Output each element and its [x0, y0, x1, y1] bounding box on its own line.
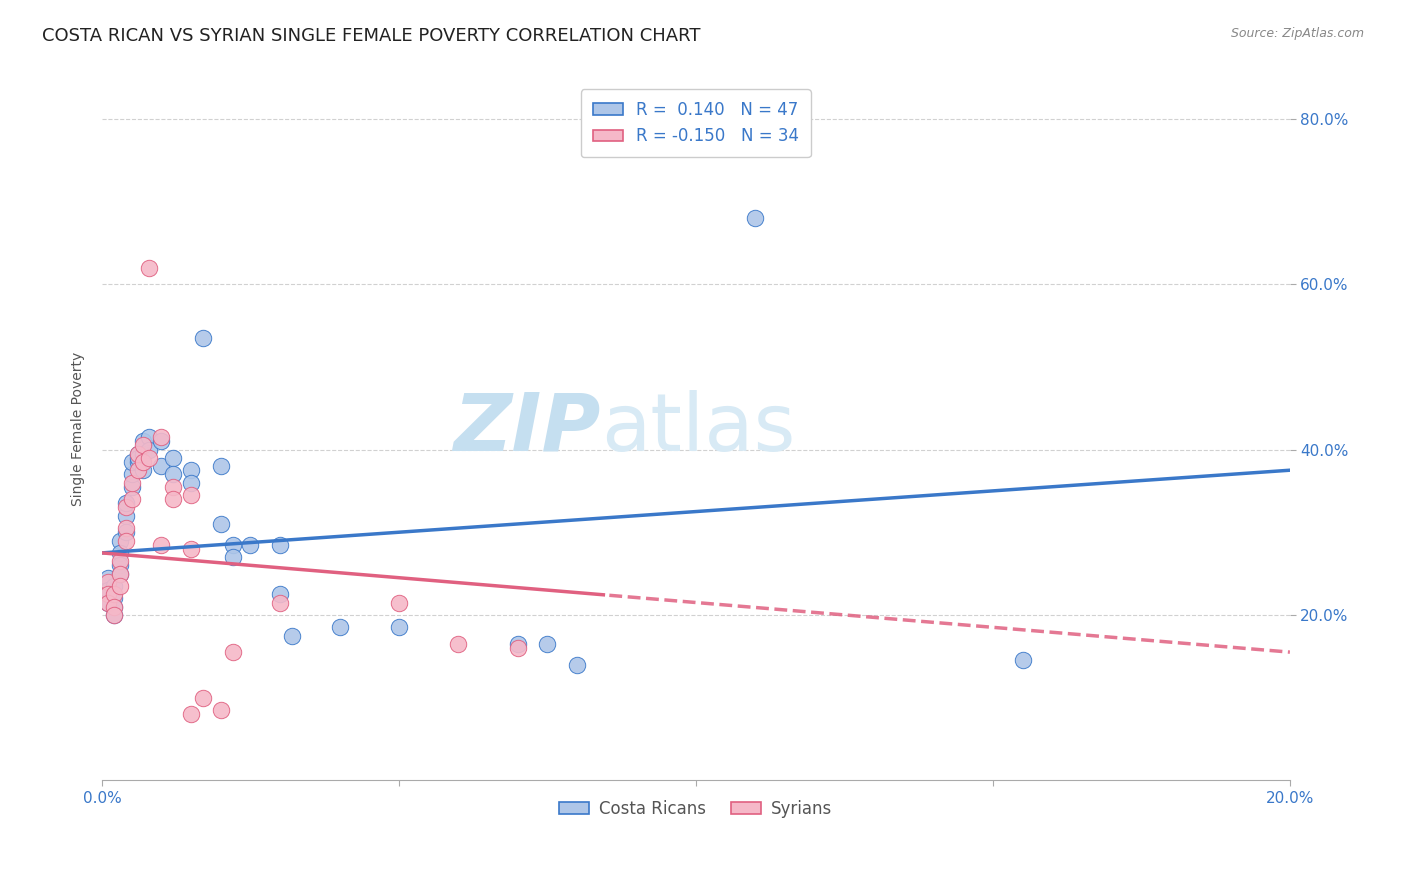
Point	[103, 587, 125, 601]
Point	[1011, 653, 1033, 667]
Point	[108, 554, 131, 568]
Point	[138, 260, 160, 275]
Point	[281, 629, 304, 643]
Point	[138, 450, 160, 465]
Point	[127, 447, 149, 461]
Point	[180, 707, 202, 722]
Point	[108, 546, 131, 560]
Point	[108, 533, 131, 548]
Text: COSTA RICAN VS SYRIAN SINGLE FEMALE POVERTY CORRELATION CHART: COSTA RICAN VS SYRIAN SINGLE FEMALE POVE…	[42, 27, 700, 45]
Point	[221, 538, 243, 552]
Point	[565, 657, 588, 672]
Point	[127, 463, 149, 477]
Point	[132, 455, 155, 469]
Point	[132, 434, 155, 449]
Point	[162, 450, 184, 465]
Point	[97, 587, 120, 601]
Point	[121, 455, 143, 469]
Point	[121, 480, 143, 494]
Point	[191, 331, 214, 345]
Point	[328, 620, 350, 634]
Point	[103, 607, 125, 622]
Point	[209, 459, 232, 474]
Text: atlas: atlas	[600, 390, 796, 468]
Point	[121, 492, 143, 507]
Point	[138, 430, 160, 444]
Point	[114, 521, 136, 535]
Point	[114, 500, 136, 515]
Point	[103, 591, 125, 606]
Point	[108, 566, 131, 581]
Point	[162, 492, 184, 507]
Point	[121, 467, 143, 482]
Point	[97, 574, 120, 589]
Point	[209, 516, 232, 531]
Point	[121, 475, 143, 490]
Point	[103, 599, 125, 614]
Point	[103, 579, 125, 593]
Point	[108, 566, 131, 581]
Point	[108, 558, 131, 573]
Point	[269, 595, 291, 609]
Text: Source: ZipAtlas.com: Source: ZipAtlas.com	[1230, 27, 1364, 40]
Point	[506, 637, 529, 651]
Point	[114, 508, 136, 523]
Point	[150, 459, 173, 474]
Point	[114, 496, 136, 510]
Point	[209, 703, 232, 717]
Point	[388, 620, 411, 634]
Point	[103, 599, 125, 614]
Point	[506, 640, 529, 655]
Point	[97, 595, 120, 609]
Point	[127, 450, 149, 465]
Text: ZIP: ZIP	[454, 390, 600, 468]
Point	[191, 690, 214, 705]
Point	[150, 430, 173, 444]
Point	[221, 549, 243, 564]
Point	[114, 525, 136, 540]
Point	[108, 579, 131, 593]
Point	[180, 463, 202, 477]
Y-axis label: Single Female Poverty: Single Female Poverty	[72, 351, 86, 506]
Point	[132, 447, 155, 461]
Point	[269, 587, 291, 601]
Point	[103, 607, 125, 622]
Point	[162, 467, 184, 482]
Point	[180, 541, 202, 556]
Point	[744, 211, 766, 225]
Point	[447, 637, 470, 651]
Point	[132, 438, 155, 452]
Point	[162, 480, 184, 494]
Point	[138, 442, 160, 457]
Legend: Costa Ricans, Syrians: Costa Ricans, Syrians	[553, 793, 839, 825]
Point	[239, 538, 262, 552]
Point	[97, 595, 120, 609]
Point	[114, 533, 136, 548]
Point	[536, 637, 558, 651]
Point	[180, 475, 202, 490]
Point	[388, 595, 411, 609]
Point	[127, 455, 149, 469]
Point	[132, 463, 155, 477]
Point	[97, 571, 120, 585]
Point	[221, 645, 243, 659]
Point	[127, 447, 149, 461]
Point	[180, 488, 202, 502]
Point	[150, 538, 173, 552]
Point	[269, 538, 291, 552]
Point	[150, 434, 173, 449]
Point	[97, 583, 120, 598]
